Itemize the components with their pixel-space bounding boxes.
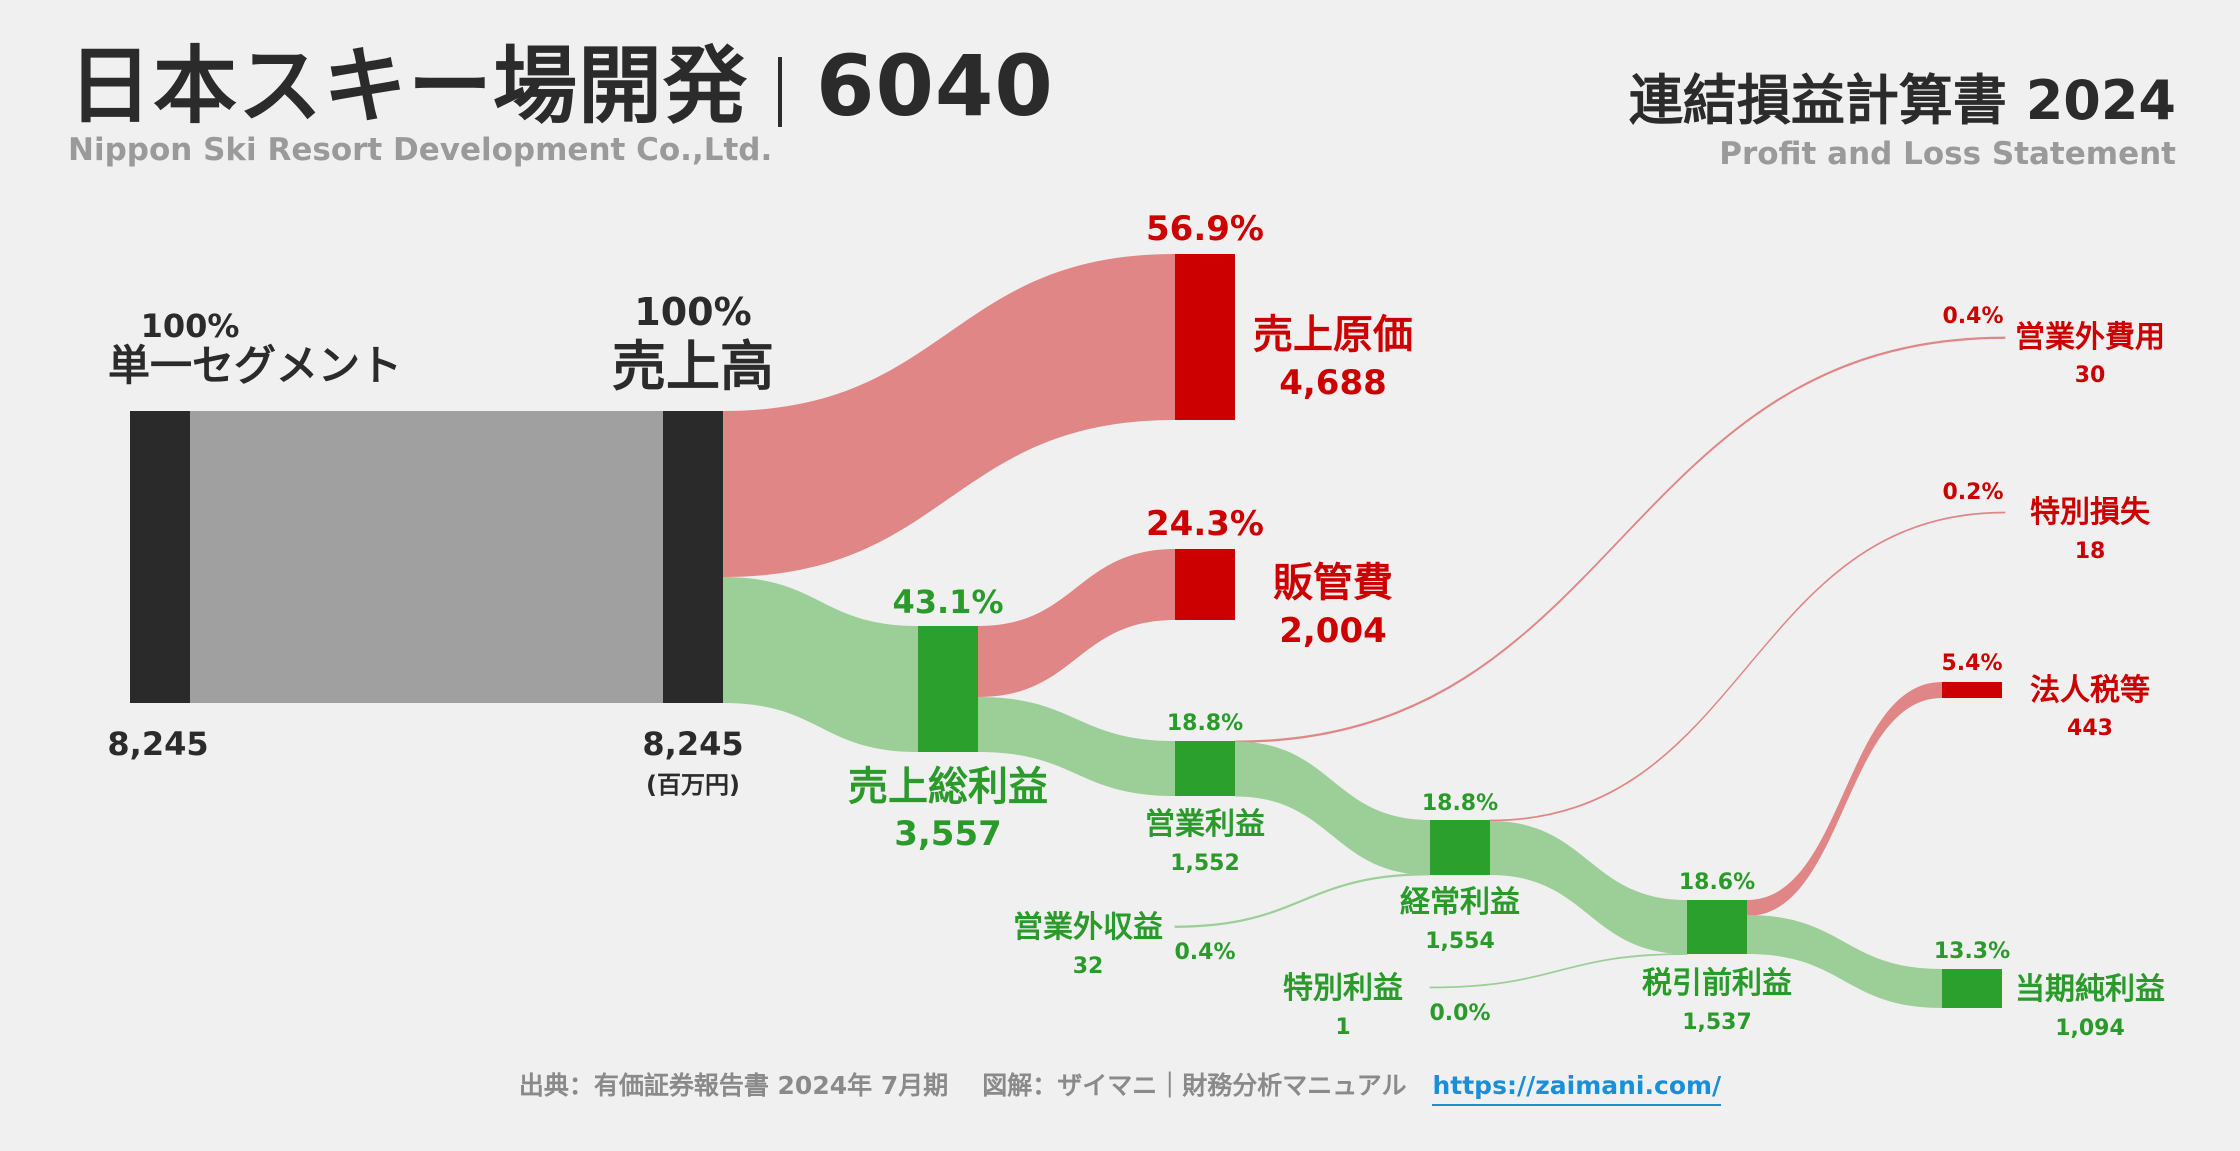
label-op-value: 1,552	[1170, 851, 1240, 876]
flow-op-nonop_exp	[1234, 336, 2006, 743]
label-net-value: 1,094	[2055, 1016, 2125, 1041]
node-bar-gross	[918, 626, 978, 752]
label-ord-value: 1,554	[1425, 929, 1495, 954]
flow-pretax-net	[1747, 915, 1942, 1008]
label-nonop_exp-name: 営業外費用	[2015, 320, 2165, 355]
label-tax-value: 443	[2067, 716, 2113, 741]
label-pretax-value: 1,537	[1682, 1010, 1752, 1035]
label-sp_inc-value: 1	[1335, 1015, 1350, 1040]
label-sp_loss-value: 18	[2075, 539, 2106, 564]
label-nonop_exp-value: 30	[2075, 363, 2106, 388]
flow-sp_inc-pretax	[1429, 953, 1688, 989]
label-sga-name: 販管費	[1273, 560, 1393, 606]
label-gross-name: 売上総利益	[848, 764, 1048, 810]
source-note: 出典：有価証券報告書 2024年 7月期	[518, 1071, 949, 1100]
label-nonop_inc-value: 32	[1073, 954, 1104, 979]
company-name-en: Nippon Ski Resort Development Co.,Ltd.	[68, 132, 773, 168]
label-tax-name: 法人税等	[2030, 673, 2150, 708]
label-segment-value: 8,245	[107, 725, 208, 763]
label-net-pct: 13.3%	[1934, 939, 2010, 964]
header-left: 日本スキー場開発 6040 Nippon Ski Resort Developme…	[68, 36, 1054, 168]
label-cogs-value: 4,688	[1279, 363, 1387, 403]
flow-pretax-tax	[1747, 682, 1942, 916]
node-bar-pretax	[1687, 900, 1747, 954]
page-title: 日本スキー場開発 6040	[68, 36, 1054, 136]
credit-note: 図解：ザイマニ｜財務分析マニュアル	[982, 1071, 1407, 1100]
header-right: 連結損益計算書 2024 Profit and Loss Statement	[1629, 66, 2176, 172]
flow-segment-revenue	[190, 411, 663, 703]
label-revenue-pct: 100%	[634, 290, 751, 334]
label-segment-name: 単一セグメント	[108, 341, 402, 390]
label-revenue-name: 売上高	[612, 335, 774, 398]
label-ord-pct: 18.8%	[1422, 791, 1498, 816]
label-pretax-pct: 18.6%	[1679, 870, 1755, 895]
sankey-nodes	[130, 254, 2002, 1008]
label-sp_loss-pct: 0.2%	[1942, 480, 2003, 505]
website-link[interactable]: https://zaimani.com/	[1432, 1071, 1722, 1106]
label-op-name: 営業利益	[1145, 807, 1265, 842]
label-sga-pct: 24.3%	[1146, 504, 1264, 544]
label-tax-pct: 5.4%	[1941, 651, 2002, 676]
label-gross-value: 3,557	[894, 814, 1002, 854]
flow-nonop_inc-ord	[1174, 873, 1431, 928]
flow-revenue-gross	[723, 577, 918, 752]
label-segment-pct: 100%	[141, 307, 240, 345]
label-pretax-name: 税引前利益	[1642, 966, 1792, 1001]
label-cogs-pct: 56.9%	[1146, 209, 1264, 249]
flow-ord-pretax	[1490, 821, 1687, 954]
label-sp_loss-name: 特別損失	[2030, 495, 2151, 530]
label-op-pct: 18.8%	[1167, 711, 1243, 736]
statement-title: 連結損益計算書 2024	[1628, 69, 2176, 132]
node-bar-op	[1175, 741, 1235, 796]
company-name-jp: 日本スキー場開発	[68, 37, 749, 135]
label-nonop_inc-name: 営業外収益	[1013, 910, 1163, 945]
flow-gross-op	[978, 697, 1175, 796]
statement-subtitle: Profit and Loss Statement	[1719, 136, 2176, 172]
label-gross-pct: 43.1%	[892, 583, 1003, 621]
node-bar-ord	[1430, 820, 1490, 875]
node-bar-cogs	[1175, 254, 1235, 420]
flow-revenue-cogs	[723, 254, 1175, 577]
node-bar-tax	[1942, 682, 2002, 698]
title-separator	[778, 57, 783, 128]
node-bar-revenue	[663, 411, 723, 703]
label-sp_inc-pct: 0.0%	[1429, 1001, 1490, 1026]
label-revenue-value: 8,245	[642, 725, 743, 763]
sankey-flows	[190, 254, 2006, 1008]
stock-code: 6040	[816, 37, 1054, 135]
node-bar-net	[1942, 969, 2002, 1008]
label-nonop_exp-pct: 0.4%	[1942, 304, 2003, 329]
label-ord-name: 経常利益	[1400, 885, 1520, 920]
label-nonop_inc-pct: 0.4%	[1174, 940, 1235, 965]
flow-gross-sga	[978, 549, 1175, 697]
flow-op-ord	[1235, 741, 1430, 875]
footer: 出典：有価証券報告書 2024年 7月期 図解：ザイマニ｜財務分析マニュアル htt…	[0, 1066, 2240, 1106]
label-sp_inc-name: 特別利益	[1283, 971, 1403, 1006]
node-bar-segment	[130, 411, 190, 703]
node-bar-sga	[1175, 549, 1235, 620]
label-net-name: 当期純利益	[2015, 972, 2165, 1007]
flow-ord-sp_loss	[1489, 511, 2006, 822]
label-unit: (百万円)	[646, 771, 740, 799]
label-cogs-name: 売上原価	[1253, 312, 1413, 358]
sankey-labels: 100%単一セグメント8,245100%売上高8,245(百万円)56.9%売上…	[107, 209, 2165, 1041]
label-sga-value: 2,004	[1279, 611, 1387, 651]
